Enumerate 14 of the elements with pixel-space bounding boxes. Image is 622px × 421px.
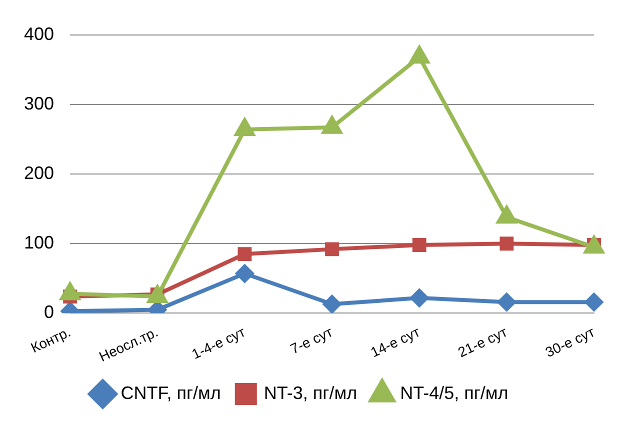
legend-label: NT-3, пг/мл	[264, 382, 358, 403]
x-tick-label: 21-е сут	[455, 323, 510, 360]
legend-label: CNTF, пг/мл	[120, 382, 221, 403]
x-tick-label: 30-е сут	[542, 323, 598, 360]
y-tick-label: 400	[24, 24, 54, 44]
x-tick-label: Контр.	[28, 324, 73, 356]
y-tick-label: 100	[24, 232, 54, 253]
y-tick-label: 0	[44, 302, 54, 322]
x-tick-label: 14-е сут	[368, 323, 423, 360]
y-tick-label: 200	[24, 162, 54, 183]
x-tick-label: 1-4-е сут	[189, 323, 248, 362]
y-tick-label: 300	[24, 93, 54, 114]
x-tick-label: 7-е сут	[288, 323, 336, 357]
legend-label: NT-4/5, пг/мл	[400, 382, 508, 403]
